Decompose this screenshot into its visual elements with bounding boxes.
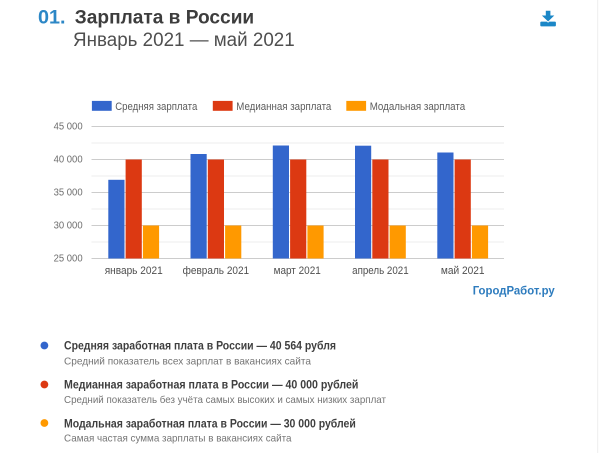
svg-text:Модальная заработная плата в Р: Модальная заработная плата в России — 30… [64,416,356,430]
svg-text:35 000: 35 000 [54,188,83,199]
svg-text:Средний показатель всех зарпла: Средний показатель всех зарплат в ваканс… [64,356,311,367]
svg-text:Средняя заработная плата в Рос: Средняя заработная плата в России — 40 5… [64,339,336,353]
svg-text:Модальная зарплата: Модальная зарплата [370,101,466,113]
svg-text:Медианная зарплата: Медианная зарплата [236,101,332,113]
svg-text:Средняя зарплата: Средняя зарплата [115,101,198,113]
svg-text:45 000: 45 000 [54,122,83,133]
svg-text:40 000: 40 000 [54,155,83,166]
svg-text:25 000: 25 000 [54,254,83,265]
svg-text:май 2021: май 2021 [441,265,485,277]
svg-text:Средний показатель без учёта с: Средний показатель без учёта самых высок… [64,394,386,406]
svg-text:январь 2021: январь 2021 [105,265,163,277]
svg-text:февраль 2021: февраль 2021 [183,265,250,277]
svg-text:Январь 2021 — май 2021: Январь 2021 — май 2021 [73,30,295,51]
svg-text:30 000: 30 000 [54,221,83,232]
svg-text:Зарплата в России: Зарплата в России [75,7,254,28]
svg-text:ГородРабот.ру: ГородРабот.ру [473,286,556,298]
svg-text:Медианная заработная плата в Р: Медианная заработная плата в России — 40… [64,378,358,392]
svg-text:Самая частая сумма зарплаты в: Самая частая сумма зарплаты в вакансиях … [64,433,292,444]
svg-text:март 2021: март 2021 [274,265,321,277]
svg-text:апрель 2021: апрель 2021 [352,265,409,277]
svg-text:01.: 01. [38,7,66,28]
